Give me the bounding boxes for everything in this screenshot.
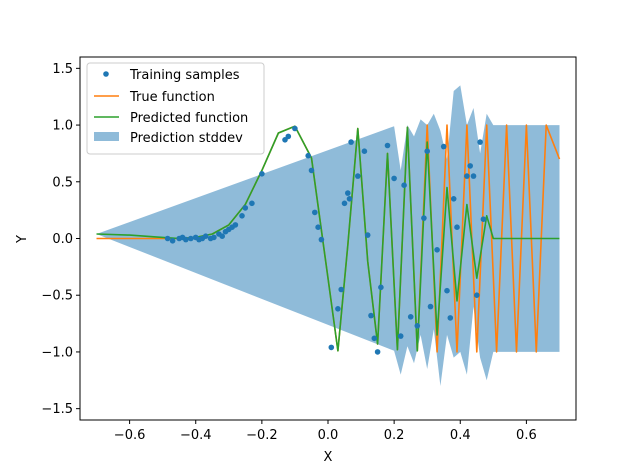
- x-tick-label: 0.0: [318, 428, 339, 443]
- training-sample-point: [312, 209, 318, 216]
- legend-label-samples: Training samples: [129, 68, 240, 83]
- training-sample-point: [355, 173, 361, 179]
- y-tick-label: 0.0: [52, 232, 73, 247]
- training-sample-point: [407, 314, 414, 320]
- training-sample-point: [464, 173, 470, 179]
- legend: Training samples True function Predicted…: [86, 62, 265, 155]
- x-tick-label: 0.4: [450, 428, 471, 443]
- training-sample-point: [474, 292, 480, 299]
- legend-label-stddev: Prediction stddev: [130, 131, 243, 146]
- training-sample-point: [397, 333, 404, 339]
- training-sample-point: [368, 312, 374, 319]
- x-tick-label: −0.6: [114, 428, 146, 443]
- training-sample-point: [424, 148, 431, 154]
- training-sample-point: [315, 224, 321, 230]
- y-tick-label: 1.5: [52, 62, 73, 77]
- training-sample-point: [183, 236, 189, 243]
- training-sample-point: [374, 349, 381, 355]
- training-sample-point: [188, 235, 194, 242]
- x-tick-label: −0.2: [246, 428, 278, 443]
- training-sample-point: [341, 200, 348, 207]
- y-tick-label: 0.5: [52, 175, 73, 190]
- training-sample-point: [285, 133, 292, 140]
- legend-label-predicted: Predicted function: [130, 111, 248, 126]
- training-sample-point: [346, 196, 353, 202]
- y-axis-label: Y: [15, 235, 30, 244]
- training-sample-point: [239, 213, 245, 219]
- training-sample-point: [477, 139, 483, 145]
- training-sample-point: [401, 182, 407, 188]
- training-sample-point: [249, 200, 255, 207]
- training-sample-point: [364, 232, 371, 238]
- training-sample-point: [202, 233, 209, 239]
- training-sample-point: [384, 142, 391, 149]
- training-sample-point: [454, 224, 460, 230]
- training-sample-point: [211, 234, 217, 241]
- training-sample-point: [305, 152, 312, 159]
- training-sample-point: [232, 222, 239, 228]
- training-sample-point: [421, 215, 427, 221]
- training-sample-point: [259, 171, 265, 177]
- training-sample-point: [318, 236, 325, 243]
- training-sample-point: [328, 344, 335, 351]
- training-sample-point: [467, 163, 474, 169]
- y-tick-label: −0.5: [41, 289, 73, 304]
- y-tick-label: −1.0: [41, 345, 73, 360]
- training-sample-point: [480, 216, 487, 222]
- lines-layer: [96, 124, 561, 353]
- training-sample-point: [338, 286, 345, 293]
- training-sample-point: [444, 287, 450, 294]
- training-sample-point: [242, 205, 249, 211]
- y-tick-label: 1.0: [52, 119, 73, 134]
- training-sample-point: [308, 167, 315, 174]
- training-sample-point: [169, 238, 176, 244]
- training-sample-point: [450, 196, 457, 202]
- training-sample-point: [391, 175, 397, 182]
- training-sample-point: [164, 235, 171, 242]
- legend-label-true: True function: [129, 90, 215, 105]
- training-sample-point: [378, 284, 384, 291]
- training-sample-point: [470, 173, 477, 179]
- training-sample-point: [434, 247, 440, 253]
- x-tick-label: 0.6: [516, 428, 537, 443]
- x-axis-label: X: [324, 450, 333, 465]
- ticks-layer: −0.6 −0.4 −0.2 0.0 0.2 0.4 0.6 −1.5 −1.0 −0.5 0.0 0…: [41, 62, 536, 443]
- training-sample-point: [447, 315, 454, 321]
- training-sample-point: [427, 303, 434, 310]
- stddev-band: [96, 85, 560, 387]
- stddev-band-layer: [96, 85, 560, 387]
- training-sample-point: [219, 233, 225, 239]
- training-sample-point: [292, 125, 298, 132]
- training-sample-point: [371, 335, 378, 342]
- legend-box: [86, 62, 265, 155]
- y-tick-label: −1.5: [41, 402, 73, 417]
- points-layer: [164, 125, 487, 355]
- training-sample-point: [348, 139, 354, 145]
- legend-patch-stddev: [94, 132, 119, 141]
- legend-marker-samples: [103, 71, 109, 77]
- predicted-function-line: [96, 125, 560, 352]
- x-tick-label: 0.2: [384, 428, 405, 443]
- x-tick-label: −0.4: [180, 428, 212, 443]
- training-sample-point: [440, 143, 447, 150]
- training-sample-point: [345, 190, 351, 196]
- training-sample-point: [361, 148, 368, 154]
- training-sample-point: [414, 323, 421, 329]
- training-sample-point: [335, 306, 341, 312]
